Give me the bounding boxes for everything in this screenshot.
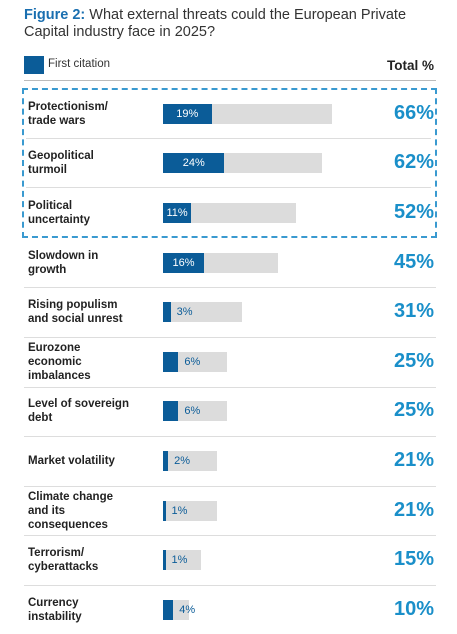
category-label: Protectionism/ trade wars xyxy=(28,100,108,127)
first-citation-label: 2% xyxy=(174,455,191,467)
total-label: 25% xyxy=(393,349,434,372)
first-citation-bar xyxy=(163,203,192,223)
first-citation-label: 6% xyxy=(184,355,201,368)
row-rule xyxy=(24,485,436,487)
total-label: 10% xyxy=(393,597,434,620)
first-citation-label: 1% xyxy=(171,504,188,517)
total-label: 52% xyxy=(393,201,434,223)
first-citation-label: 16% xyxy=(172,256,195,269)
total-label: 21% xyxy=(393,449,434,471)
first-citation-bar xyxy=(163,599,174,620)
total-bar xyxy=(163,351,227,372)
highlight-box xyxy=(22,88,437,238)
first-citation-bar xyxy=(163,302,171,323)
row-rule xyxy=(24,585,436,586)
total-label: 25% xyxy=(393,399,434,422)
first-citation-label: 19% xyxy=(176,107,199,120)
category-label: Geopolitical turmoil xyxy=(28,150,94,177)
category-label: Level of sovereign debt xyxy=(28,398,129,425)
chart-title: What external threats could the European… xyxy=(24,7,407,40)
total-label: 66% xyxy=(393,101,434,124)
total-bar xyxy=(163,203,297,223)
first-citation-label: 6% xyxy=(184,405,201,418)
row-rule xyxy=(24,337,436,338)
total-label: 45% xyxy=(393,250,434,273)
row-rule xyxy=(24,386,436,388)
first-citation-bar xyxy=(163,103,212,124)
first-citation-label: 1% xyxy=(171,554,188,567)
row-rule xyxy=(24,436,436,438)
first-citation-label: 3% xyxy=(176,306,193,319)
first-citation-bar xyxy=(163,500,166,521)
total-bar xyxy=(163,550,202,571)
total-bar xyxy=(163,302,243,323)
first-citation-bar xyxy=(163,153,225,174)
total-label: 21% xyxy=(393,498,434,521)
total-bar xyxy=(163,451,217,471)
category-label: Slowdown in growth xyxy=(28,249,99,276)
total-label: 62% xyxy=(393,151,434,174)
category-label: Rising populism and social unrest xyxy=(28,299,123,326)
category-label: Market volatility xyxy=(28,455,115,467)
first-citation-bar xyxy=(163,550,166,571)
category-label: Political uncertainty xyxy=(28,200,90,226)
category-label: Terrorism/ cyberattacks xyxy=(28,547,99,574)
total-header: Total % xyxy=(387,58,434,73)
row-rule xyxy=(24,535,436,537)
row-rule xyxy=(26,187,431,189)
legend-label: First citation xyxy=(48,58,110,70)
first-citation-bar xyxy=(163,351,179,372)
row-rule xyxy=(24,287,436,289)
total-bar xyxy=(163,500,217,521)
category-label: Climate change and its consequences xyxy=(28,490,113,531)
chart-title-block: Figure 2: What external threats could th… xyxy=(24,7,434,41)
total-label: 31% xyxy=(393,300,434,323)
row-rule xyxy=(26,137,431,139)
total-label: 15% xyxy=(393,548,434,571)
category-label: Eurozone economic imbalances xyxy=(28,341,91,382)
header-rule xyxy=(24,80,436,81)
first-citation-bar xyxy=(163,252,204,273)
first-citation-label: 11% xyxy=(166,207,188,219)
total-bar xyxy=(163,401,227,422)
first-citation-bar xyxy=(163,451,169,471)
first-citation-label: 4% xyxy=(179,603,196,616)
first-citation-label: 24% xyxy=(182,157,205,170)
title-label: Figure 2: xyxy=(24,7,86,23)
first-citation-bar xyxy=(163,401,179,422)
category-label: Currency instability xyxy=(28,596,82,623)
legend-swatch xyxy=(24,56,44,74)
